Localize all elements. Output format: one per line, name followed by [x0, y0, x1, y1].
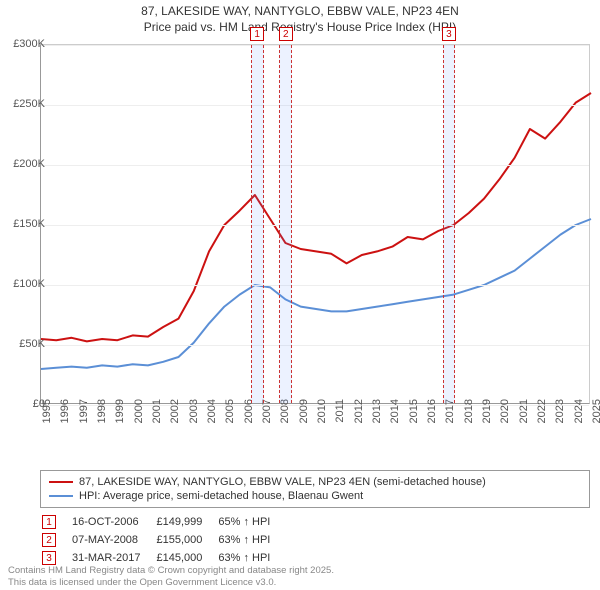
x-axis-label: 1997 [78, 399, 90, 459]
x-axis-label: 2002 [169, 399, 181, 459]
x-axis-label: 2007 [261, 399, 273, 459]
legend-row-1: 87, LAKESIDE WAY, NANTYGLO, EBBW VALE, N… [49, 475, 581, 489]
x-axis-label: 1998 [96, 399, 108, 459]
x-axis-label: 2004 [206, 399, 218, 459]
event-marker: 1 [250, 27, 264, 41]
plot-area [41, 45, 589, 403]
gridline [41, 225, 589, 226]
legend-swatch-1 [49, 481, 73, 483]
legend-row-2: HPI: Average price, semi-detached house,… [49, 489, 581, 503]
title-line-2: Price paid vs. HM Land Registry's House … [0, 20, 600, 36]
x-axis-label: 2017 [444, 399, 456, 459]
event-marker: 3 [442, 27, 456, 41]
legend-label-1: 87, LAKESIDE WAY, NANTYGLO, EBBW VALE, N… [79, 476, 486, 488]
x-axis-label: 2023 [554, 399, 566, 459]
series-line-price_paid [41, 93, 591, 341]
y-axis-label: £100K [5, 278, 45, 290]
event-delta: 65% ↑ HPI [218, 514, 284, 530]
x-axis-label: 2021 [518, 399, 530, 459]
x-axis-label: 2016 [426, 399, 438, 459]
event-band [279, 45, 292, 403]
event-band [251, 45, 264, 403]
footer-attribution: Contains HM Land Registry data © Crown c… [8, 565, 334, 588]
event-delta: 63% ↑ HPI [218, 532, 284, 548]
event-date: 31-MAR-2017 [72, 550, 154, 566]
event-price: £149,999 [156, 514, 216, 530]
x-axis-label: 1999 [114, 399, 126, 459]
x-axis-label: 2022 [536, 399, 548, 459]
chart-title: 87, LAKESIDE WAY, NANTYGLO, EBBW VALE, N… [0, 0, 600, 35]
x-axis-label: 2019 [481, 399, 493, 459]
x-axis-label: 2015 [408, 399, 420, 459]
event-marker-small: 1 [42, 515, 56, 529]
gridline [41, 45, 589, 46]
x-axis-label: 2018 [463, 399, 475, 459]
x-axis-label: 1996 [59, 399, 71, 459]
event-marker-small: 2 [42, 533, 56, 547]
x-axis-label: 2025 [591, 399, 600, 459]
gridline [41, 345, 589, 346]
event-band [443, 45, 456, 403]
gridline [41, 285, 589, 286]
legend-box: 87, LAKESIDE WAY, NANTYGLO, EBBW VALE, N… [40, 470, 590, 508]
x-axis-label: 2010 [316, 399, 328, 459]
series-line-hpi [41, 219, 591, 369]
legend-label-2: HPI: Average price, semi-detached house,… [79, 490, 363, 502]
x-axis-label: 2013 [371, 399, 383, 459]
price-chart: 1995199619971998199920002001200220032004… [40, 44, 590, 404]
footer-line-2: This data is licensed under the Open Gov… [8, 577, 334, 588]
footer-line-1: Contains HM Land Registry data © Crown c… [8, 565, 334, 576]
y-axis-label: £200K [5, 158, 45, 170]
event-row: 2 07-MAY-2008£155,00063% ↑ HPI [42, 532, 284, 548]
event-row: 3 31-MAR-2017£145,00063% ↑ HPI [42, 550, 284, 566]
event-date: 07-MAY-2008 [72, 532, 154, 548]
legend-swatch-2 [49, 495, 73, 497]
x-axis-label: 2024 [573, 399, 585, 459]
x-axis-label: 2014 [389, 399, 401, 459]
event-date: 16-OCT-2006 [72, 514, 154, 530]
y-axis-label: £50K [5, 338, 45, 350]
x-axis-label: 2003 [188, 399, 200, 459]
x-axis-label: 2011 [334, 399, 346, 459]
event-row: 1 16-OCT-2006£149,99965% ↑ HPI [42, 514, 284, 530]
y-axis-label: £0 [5, 398, 45, 410]
y-axis-label: £300K [5, 38, 45, 50]
event-price: £145,000 [156, 550, 216, 566]
x-axis-label: 2020 [499, 399, 511, 459]
events-table: 1 16-OCT-2006£149,99965% ↑ HPI 2 07-MAY-200… [40, 512, 590, 568]
x-axis-label: 2005 [224, 399, 236, 459]
gridline [41, 105, 589, 106]
event-marker-small: 3 [42, 551, 56, 565]
title-line-1: 87, LAKESIDE WAY, NANTYGLO, EBBW VALE, N… [0, 4, 600, 20]
event-marker: 2 [279, 27, 293, 41]
gridline [41, 165, 589, 166]
y-axis-label: £250K [5, 98, 45, 110]
event-delta: 63% ↑ HPI [218, 550, 284, 566]
x-axis-label: 2000 [133, 399, 145, 459]
event-price: £155,000 [156, 532, 216, 548]
y-axis-label: £150K [5, 218, 45, 230]
x-axis-label: 2012 [353, 399, 365, 459]
x-axis-label: 2008 [279, 399, 291, 459]
x-axis-label: 2009 [298, 399, 310, 459]
x-axis-label: 2006 [243, 399, 255, 459]
x-axis-label: 2001 [151, 399, 163, 459]
